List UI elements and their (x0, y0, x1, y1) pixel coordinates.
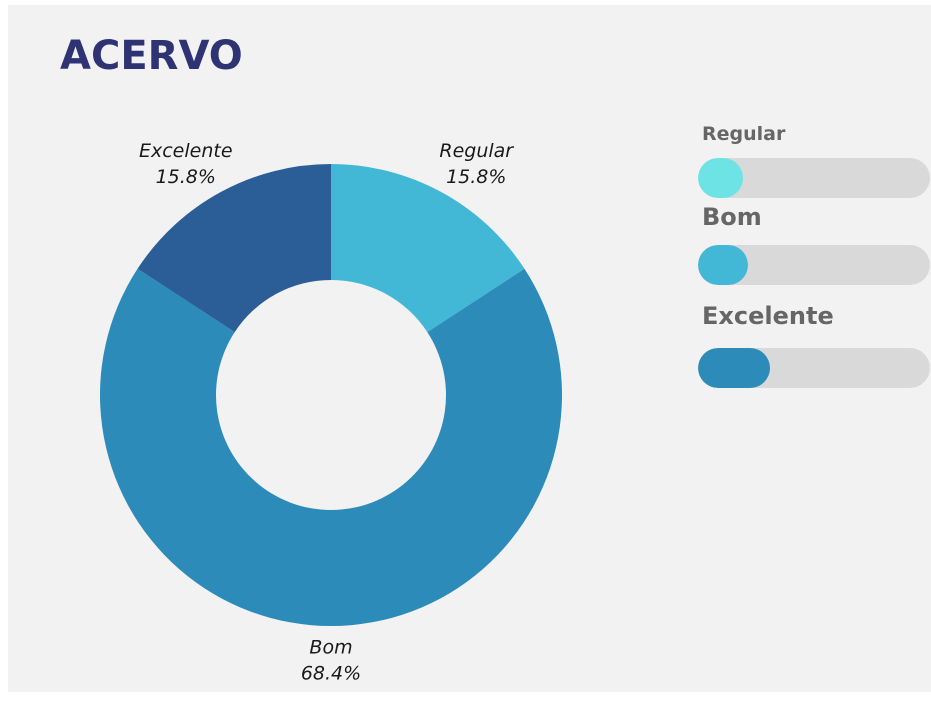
slice-label: Regular (439, 140, 514, 162)
legend-fill (698, 245, 748, 285)
legend-track (698, 158, 930, 198)
legend-label: Excelente (702, 302, 834, 330)
slice (331, 164, 525, 333)
slice-label: Bom (309, 637, 352, 659)
legend-label: Bom (702, 203, 762, 231)
slice-value: 15.8% (156, 166, 216, 188)
chart-title: ACERVO (60, 33, 243, 79)
slice-value: 15.8% (446, 166, 506, 188)
legend-label: Regular (702, 123, 786, 145)
slice-label: Excelente (139, 140, 233, 162)
page: ACERVO Regular 15.8% Bom 68.4% Excelente 15.8… (8, 5, 931, 692)
slice (100, 268, 563, 626)
legend-fill (698, 158, 743, 198)
chart: ACERVO Regular 15.8% Bom 68.4% Excelente 15.8… (60, 33, 563, 685)
slice-value: 68.4% (301, 663, 361, 685)
legend-track (698, 348, 930, 388)
legend-fill (698, 348, 770, 388)
legend-track (698, 245, 930, 285)
slice (137, 164, 331, 333)
